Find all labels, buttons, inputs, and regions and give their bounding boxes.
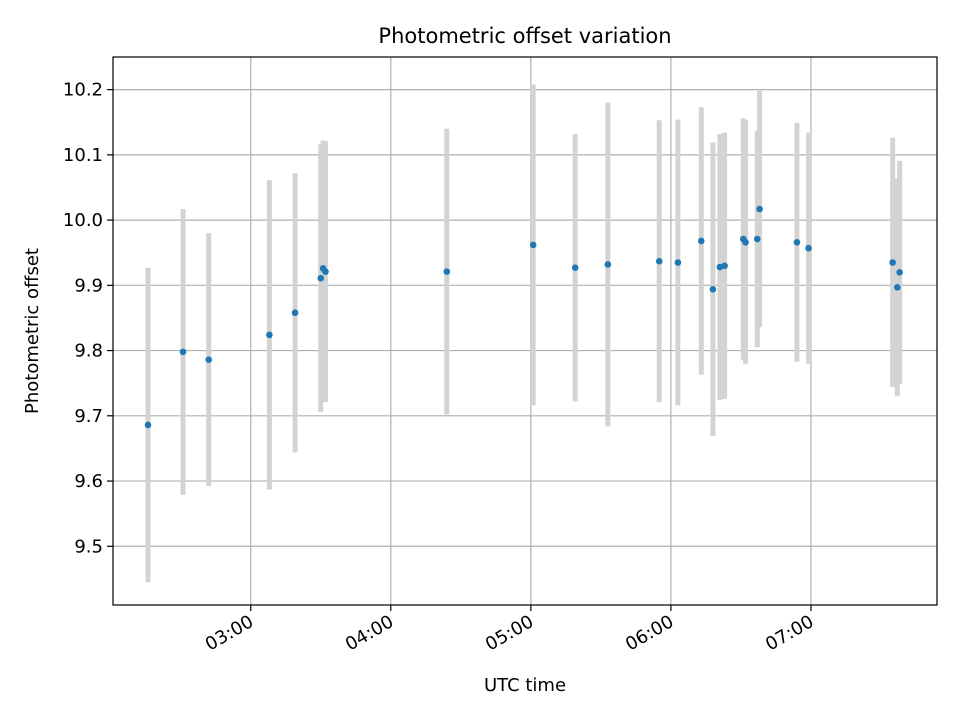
x-axis-label: UTC time bbox=[484, 675, 566, 696]
data-point bbox=[179, 348, 187, 356]
data-point bbox=[742, 238, 749, 246]
data-point bbox=[756, 205, 763, 213]
data-point bbox=[604, 261, 612, 268]
y-tick-label: 9.9 bbox=[74, 275, 103, 296]
data-point bbox=[322, 268, 329, 275]
data-point bbox=[889, 259, 896, 266]
data-point bbox=[317, 274, 325, 282]
y-tick-label: 9.8 bbox=[74, 341, 103, 362]
y-tick-label: 9.5 bbox=[74, 536, 103, 557]
data-point bbox=[266, 331, 273, 339]
data-point bbox=[655, 257, 663, 265]
data-point bbox=[793, 238, 801, 246]
y-axis-ticks: 9.5 9.6 9.7 9.8 9.9 10.0 10.1 10.2 bbox=[63, 80, 113, 557]
y-tick-label: 10.2 bbox=[63, 80, 103, 101]
data-point bbox=[894, 283, 901, 291]
data-point bbox=[753, 235, 761, 243]
chart-title: Photometric offset variation bbox=[378, 24, 671, 48]
data-point bbox=[443, 268, 451, 275]
data-point bbox=[697, 237, 705, 245]
y-axis-label: Photometric offset bbox=[22, 248, 43, 414]
plot-frame bbox=[112, 56, 938, 606]
data-point bbox=[721, 262, 728, 270]
y-tick-label: 10.0 bbox=[63, 210, 103, 231]
y-tick-label: 10.1 bbox=[63, 145, 103, 166]
data-point bbox=[674, 259, 682, 266]
data-points bbox=[144, 205, 903, 429]
data-point bbox=[529, 241, 537, 249]
data-point bbox=[896, 268, 903, 276]
y-tick-label: 9.6 bbox=[74, 471, 103, 492]
data-point bbox=[291, 309, 299, 317]
data-point bbox=[205, 356, 213, 364]
y-tick-label: 9.7 bbox=[74, 406, 103, 427]
data-point bbox=[709, 285, 717, 293]
data-point bbox=[805, 244, 812, 252]
data-point bbox=[144, 421, 152, 429]
data-point bbox=[571, 264, 579, 272]
